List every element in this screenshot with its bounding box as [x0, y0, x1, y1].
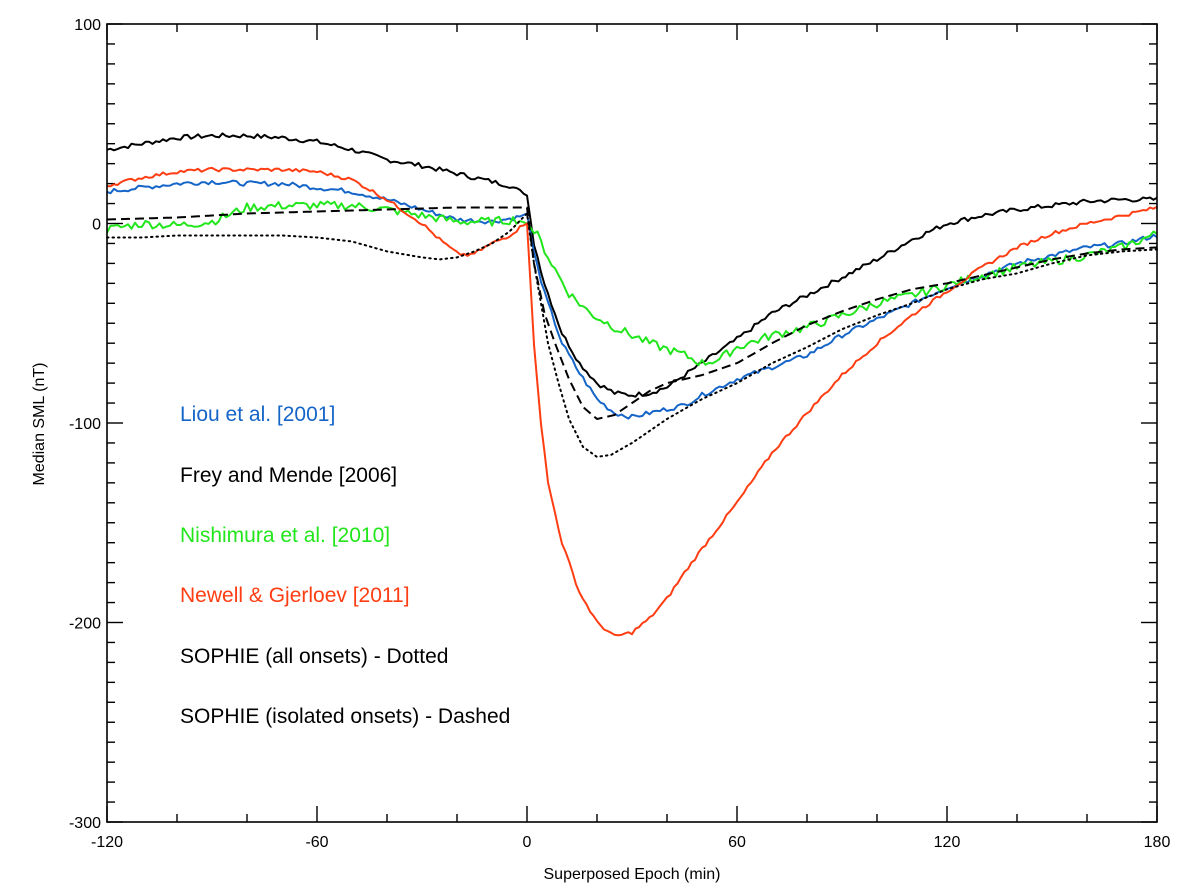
x-tick-label: -60	[305, 834, 328, 851]
y-axis-title: Median SML (nT)	[31, 363, 48, 486]
y-tick-label: 0	[92, 217, 101, 234]
tick-labels: -120 -60 0 60 120 180 100 0 -100 -200 -300	[69, 17, 1170, 851]
series-line-5	[106, 212, 1158, 458]
plot-frame	[106, 23, 1158, 823]
legend-entry: Frey and Mende [2006]	[180, 464, 397, 487]
legend-entry: SOPHIE (isolated onsets) - Dashed	[180, 705, 510, 728]
series-line-4	[106, 166, 1158, 637]
x-axis-title: Superposed Epoch (min)	[544, 866, 721, 883]
series-line-6	[106, 206, 1158, 420]
series-line-3	[106, 200, 1158, 367]
series-line-1	[106, 132, 1158, 398]
x-tick-label: 60	[728, 834, 746, 851]
series-lines	[106, 132, 1158, 637]
series-line-2	[106, 179, 1158, 420]
y-tick-label: -100	[69, 416, 101, 433]
legend-entry: Liou et al. [2001]	[180, 403, 335, 426]
y-tick-label: 100	[74, 17, 101, 34]
legend-entry: Newell & Gjerloev [2011]	[180, 584, 410, 607]
x-tick-label: -120	[91, 834, 123, 851]
x-tick-label: 120	[934, 834, 961, 851]
axis-ticks	[106, 23, 1158, 823]
y-tick-label: -200	[69, 616, 101, 633]
legend-entry: Nishimura et al. [2010]	[180, 524, 390, 547]
legend-entry: SOPHIE (all onsets) - Dotted	[180, 645, 448, 668]
x-tick-label: 180	[1144, 834, 1171, 851]
legend: Liou et al. [2001] Frey and Mende [2006] N…	[180, 403, 510, 728]
y-tick-label: -300	[69, 815, 101, 832]
x-tick-label: 0	[523, 834, 532, 851]
